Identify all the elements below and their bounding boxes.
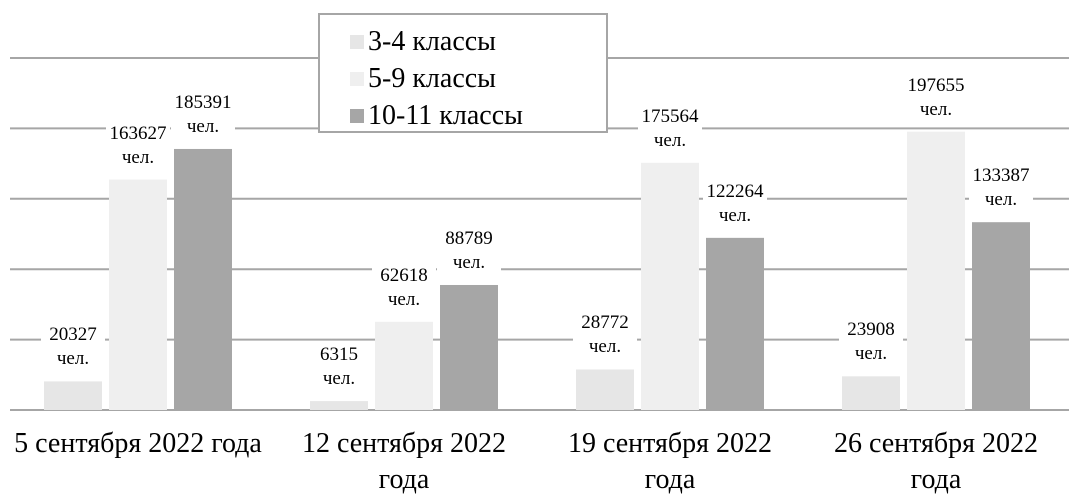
bar <box>109 179 167 410</box>
bar <box>972 222 1030 410</box>
x-tick-label: 26 сентября 2022 года <box>833 428 1039 495</box>
data-label: 6315 чел. <box>307 343 371 392</box>
bar <box>706 237 764 410</box>
x-tick-label: 19 сентября 2022 года <box>567 428 773 495</box>
bar <box>842 376 900 410</box>
data-label: 28772 чел. <box>573 311 637 360</box>
legend-entry: 10-11 классы <box>350 99 523 133</box>
legend-swatch <box>350 72 364 86</box>
data-label: 197655 чел. <box>904 73 968 122</box>
legend-swatch <box>350 109 364 123</box>
bar <box>174 148 232 410</box>
bar <box>576 369 634 410</box>
bar <box>310 401 368 410</box>
data-label: 175564 чел. <box>638 104 702 153</box>
bar <box>440 284 498 410</box>
x-tick-label: 12 сентября 2022 года <box>301 428 507 495</box>
legend-entry: 3-4 классы <box>350 25 496 59</box>
legend-entry: 5-9 классы <box>350 62 496 96</box>
bar <box>375 321 433 410</box>
bar <box>907 131 965 410</box>
data-label: 23908 чел. <box>839 318 903 367</box>
bar <box>44 381 102 410</box>
data-label: 62618 чел. <box>372 263 436 312</box>
data-label: 185391 чел. <box>171 90 235 139</box>
data-label: 122264 чел. <box>703 179 767 228</box>
data-label: 163627 чел. <box>106 121 170 170</box>
bar <box>641 162 699 410</box>
data-label: 133387 чел. <box>969 164 1033 213</box>
legend-swatch <box>350 35 364 49</box>
x-tick-label: 5 сентября 2022 года <box>14 428 262 459</box>
legend: 3-4 классы 5-9 классы 10-11 классы <box>318 13 608 133</box>
data-label: 20327 чел. <box>41 323 105 372</box>
data-label: 88789 чел. <box>437 226 501 275</box>
